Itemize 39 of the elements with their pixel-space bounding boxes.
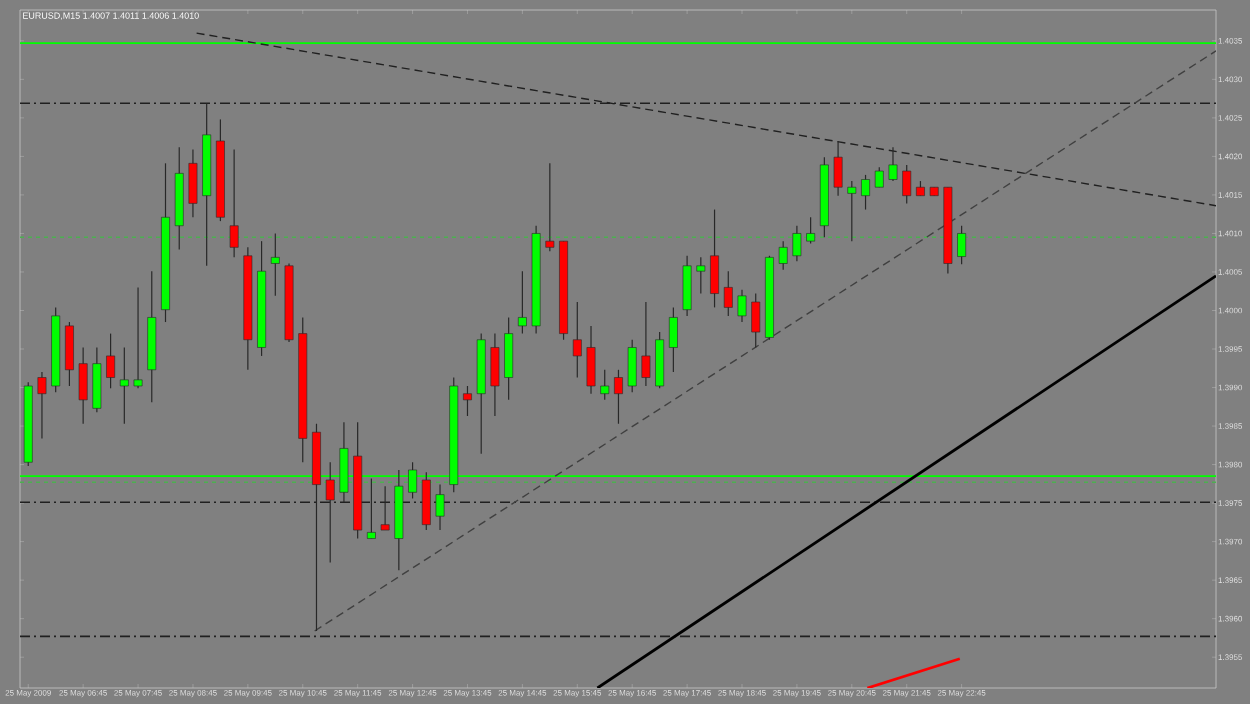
candlestick: [490, 333, 500, 417]
candlestick: [614, 369, 623, 425]
candlestick: [778, 240, 788, 271]
candlestick: [600, 369, 610, 401]
candlestick: [710, 208, 719, 309]
candlestick: [861, 174, 870, 211]
candlestick: [833, 140, 843, 197]
candlestick: [696, 256, 706, 295]
candlestick: [641, 301, 651, 387]
candlestick: [737, 289, 747, 323]
candlestick: [229, 148, 239, 258]
candlestick: [119, 346, 129, 425]
candlestick: [572, 301, 582, 379]
candlestick: [888, 146, 898, 182]
candlestick: [545, 162, 555, 252]
candlestick: [65, 321, 74, 387]
candlestick: [902, 164, 912, 204]
candlestick: [668, 306, 678, 373]
candlestick: [463, 385, 472, 417]
candlestick: [751, 292, 761, 349]
candlestick: [92, 346, 102, 413]
candlestick: [847, 180, 857, 242]
candlestick: [627, 339, 637, 393]
candlestick: [682, 255, 692, 317]
candlestick: [188, 148, 198, 218]
candlestick: [270, 232, 280, 297]
candlestick: [106, 333, 116, 389]
candlestick: [586, 325, 596, 395]
candlestick: [806, 216, 816, 245]
candlestick: [78, 346, 88, 425]
candlestick: [874, 166, 884, 188]
candlestick: [504, 316, 514, 401]
candlestick: [37, 371, 47, 439]
candlestick: [655, 331, 665, 389]
candlestick: [723, 270, 733, 317]
candlestick: [133, 286, 143, 389]
candlestick: [792, 225, 802, 262]
candlestick: [517, 270, 527, 335]
candlestick: [957, 225, 967, 265]
